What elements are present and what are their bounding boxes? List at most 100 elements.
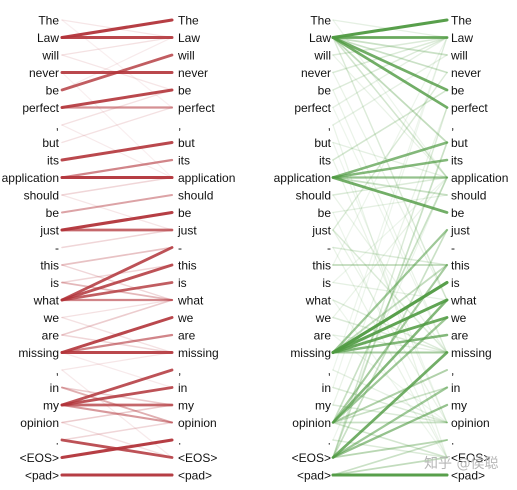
left-target-token: is <box>178 276 187 290</box>
right-attention-link <box>331 36 449 109</box>
right-source-token: its <box>319 154 331 168</box>
left-source-token: but <box>42 136 59 150</box>
right-target-token: this <box>451 259 470 273</box>
right-target-token: Law <box>451 31 473 45</box>
right-source-token: Law <box>309 31 331 45</box>
left-attention-link <box>60 18 174 40</box>
left-target-token: are <box>178 329 196 343</box>
left-attention-link <box>61 421 173 459</box>
right-attention-link <box>331 280 449 355</box>
right-target-token: opinion <box>451 416 490 430</box>
left-source-token: are <box>42 329 60 343</box>
left-target-token: its <box>178 154 190 168</box>
left-attention-link <box>60 210 174 232</box>
watermark: 知乎 @侯聪 <box>424 456 499 472</box>
right-source-token: perfect <box>294 101 331 115</box>
right-source-token: <EOS> <box>292 451 331 465</box>
right-source-token: but <box>314 136 331 150</box>
right-target-token: . <box>451 434 454 448</box>
left-attention-link <box>60 158 174 179</box>
right-attention-link <box>332 36 448 56</box>
right-attention-link <box>332 246 448 266</box>
left-target-token: - <box>178 241 182 255</box>
right-attention-link <box>331 351 449 459</box>
right-attention-link <box>331 36 449 92</box>
right-source-token: The <box>310 14 331 28</box>
left-attention-link <box>60 438 174 460</box>
left-source-token: The <box>38 14 59 28</box>
left-target-token: The <box>178 14 199 28</box>
left-source-token: , <box>56 364 59 378</box>
right-attention-link <box>332 176 448 424</box>
right-attention-link <box>332 89 448 161</box>
left-target-token: , <box>178 364 181 378</box>
left-target-token: , <box>178 119 181 133</box>
right-attention-link <box>332 89 448 354</box>
left-attention-link <box>60 281 174 302</box>
right-attention-link <box>331 228 449 354</box>
left-source-token: is <box>50 276 59 290</box>
right-target-token: - <box>451 241 455 255</box>
left-attention-link <box>61 194 173 214</box>
right-attention-panel: The The Law Law will will never never be be perfec… <box>274 14 509 483</box>
right-source-token: will <box>313 49 331 63</box>
left-source-token: will <box>41 49 59 63</box>
left-source-token: we <box>43 311 60 325</box>
left-source-token: never <box>29 66 59 80</box>
left-attention-link <box>60 316 174 354</box>
right-attention-link <box>332 264 448 354</box>
left-source-token: , <box>56 119 59 133</box>
right-attention-link <box>332 54 448 126</box>
left-target-token: Law <box>178 31 200 45</box>
left-target-token: application <box>178 171 235 185</box>
right-attention-link <box>332 439 448 459</box>
right-attention-link <box>332 194 448 354</box>
right-attention-link <box>332 299 448 459</box>
right-target-token: , <box>451 364 454 378</box>
right-target-token: The <box>451 14 472 28</box>
right-attention-link <box>331 176 449 214</box>
right-attention-link <box>332 439 448 459</box>
left-source-token: <pad> <box>25 469 59 483</box>
right-target-token: never <box>451 66 481 80</box>
right-source-token: missing <box>290 346 331 360</box>
left-source-token: be <box>46 206 60 220</box>
right-attention-link <box>332 439 448 476</box>
right-attention-link <box>332 71 448 231</box>
left-target-token: <pad> <box>178 469 212 483</box>
right-attention-link <box>332 176 448 319</box>
right-target-token: be <box>451 84 465 98</box>
left-source-token: missing <box>18 346 59 360</box>
right-source-token: my <box>315 399 331 413</box>
right-attention-link <box>332 106 448 354</box>
left-attention-link <box>61 36 173 91</box>
right-source-token: <pad> <box>297 469 331 483</box>
left-source-token: my <box>43 399 59 413</box>
right-attention-link <box>332 141 448 424</box>
right-attention-link <box>332 36 448 371</box>
left-target-token: just <box>177 224 197 238</box>
left-source-token: perfect <box>22 101 59 115</box>
right-attention-link <box>332 404 448 424</box>
right-attention-link <box>331 316 449 354</box>
right-target-token: my <box>451 399 467 413</box>
right-source-token: opinion <box>292 416 331 430</box>
right-target-token: application <box>451 171 508 185</box>
right-attention-link <box>331 18 449 40</box>
right-attention-link <box>332 36 448 56</box>
right-attention-link <box>332 369 448 424</box>
right-source-token: , <box>328 119 331 133</box>
left-attention-link <box>61 176 173 196</box>
left-attention-link <box>61 351 173 371</box>
right-attention-link <box>332 194 448 214</box>
left-source-token: just <box>39 224 59 238</box>
right-attention-link <box>331 386 449 459</box>
left-target-token: perfect <box>178 101 215 115</box>
left-attention-link <box>60 403 174 424</box>
right-target-token: are <box>451 329 469 343</box>
right-source-token: are <box>314 329 332 343</box>
right-attention-link <box>332 421 448 459</box>
right-target-token: will <box>450 49 468 63</box>
right-source-token: in <box>322 381 331 395</box>
right-attention-link <box>332 54 448 179</box>
